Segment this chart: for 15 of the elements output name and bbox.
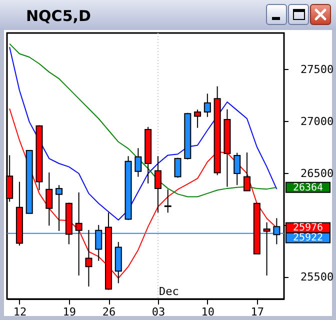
- ref-line-label: Dec: [158, 285, 179, 298]
- x-tick-label: 10: [201, 306, 215, 318]
- y-tick-label: 25500: [300, 270, 334, 284]
- ref-line-label: 25922: [292, 232, 324, 244]
- x-tick-label: 03: [152, 306, 166, 318]
- y-tick-label: 27000: [300, 114, 334, 128]
- x-tick-label: 12: [13, 306, 27, 318]
- data-label: 25976: [292, 222, 324, 234]
- y-tick-label: 26500: [300, 166, 334, 180]
- data-label: 26364: [292, 182, 324, 194]
- y-tick-label: 27500: [300, 62, 334, 76]
- x-tick-label: 17: [250, 306, 264, 318]
- chart-title: NQC5,D: [26, 7, 91, 25]
- x-tick-label: 26: [102, 306, 116, 318]
- x-tick-label: 19: [62, 306, 76, 318]
